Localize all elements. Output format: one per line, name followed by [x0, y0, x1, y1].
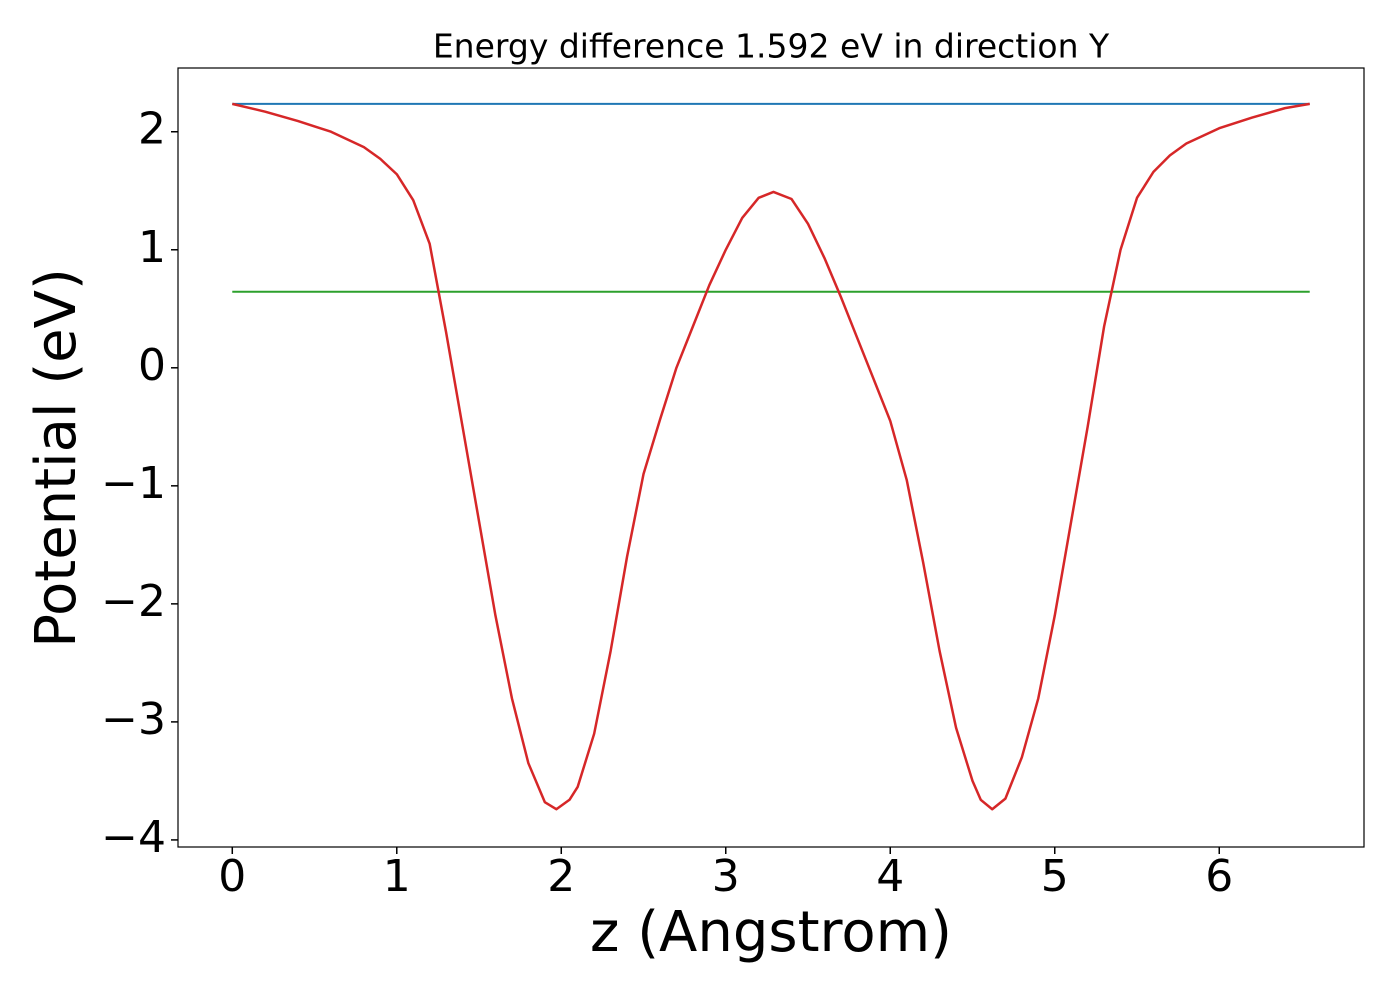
x-tick-label: 3	[712, 851, 740, 902]
x-tick-label: 2	[547, 851, 575, 902]
x-tick-label: 1	[383, 851, 411, 902]
y-tick-label: −4	[101, 812, 166, 863]
y-tick-label: −2	[101, 576, 166, 627]
x-tick-label: 5	[1041, 851, 1069, 902]
x-tick-label: 6	[1205, 851, 1233, 902]
y-tick-label: −1	[101, 458, 166, 509]
x-axis-label: z (Angstrom)	[590, 900, 952, 965]
line	[231, 102, 1310, 811]
plot-frame	[177, 67, 1365, 848]
chart-title: Energy difference 1.592 eV in direction …	[433, 27, 1110, 66]
x-tick-label: 0	[218, 851, 246, 902]
y-tick-label: 2	[138, 104, 166, 155]
y-tick-label: 1	[138, 222, 166, 273]
x-tick-label: 4	[876, 851, 904, 902]
y-tick-label: 0	[138, 340, 166, 391]
y-tick-label: −3	[101, 694, 166, 745]
y-axis-label: Potential (eV)	[24, 268, 89, 648]
